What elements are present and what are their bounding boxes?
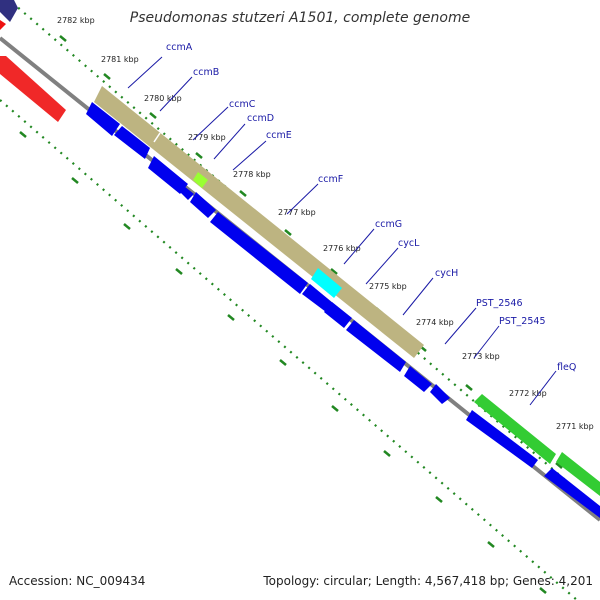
gene-label[interactable]: PST_2545 — [499, 316, 546, 327]
tick-track-lower — [0, 99, 579, 600]
gene-label[interactable]: ccmE — [266, 130, 292, 141]
tick-label: 2773 kbp — [462, 352, 500, 361]
gene-label[interactable]: ccmA — [166, 42, 193, 53]
tick-label: 2777 kbp — [278, 208, 316, 217]
tick-label: 2776 kbp — [323, 244, 361, 253]
tick-label: 2778 kbp — [233, 170, 271, 179]
cds-arrows — [86, 102, 600, 518]
tick-label: 2771 kbp — [556, 422, 594, 431]
gene-label[interactable]: ccmF — [318, 174, 343, 185]
tick-label: 2779 kbp — [188, 133, 226, 142]
tick-label: 2782 kbp — [57, 16, 95, 25]
gene-label[interactable]: ccmB — [193, 67, 219, 78]
gene-label[interactable]: fleQ — [557, 362, 576, 373]
gene-label[interactable]: ccmC — [229, 99, 256, 110]
gene-label[interactable]: cycH — [435, 268, 458, 279]
tick-label: 2781 kbp — [101, 55, 139, 64]
tick-label: 2775 kbp — [369, 282, 407, 291]
accession-text: Accession: NC_009434 — [9, 574, 145, 588]
tick-labels: 2782 kbp 2781 kbp 2780 kbp 2779 kbp 2778… — [57, 16, 594, 431]
tick-label: 2774 kbp — [416, 318, 454, 327]
operon-bar — [94, 86, 424, 358]
gene-label[interactable]: ccmD — [247, 113, 274, 124]
gene-label[interactable]: PST_2546 — [476, 298, 523, 309]
gene-label[interactable]: cycL — [398, 238, 420, 249]
gene-labels: ccmA ccmB ccmC ccmD ccmE ccmF ccmG cycL … — [166, 42, 576, 373]
map-title: Pseudomonas stutzeri A1501, complete gen… — [130, 10, 470, 26]
tick-label: 2772 kbp — [509, 389, 547, 398]
green-features — [474, 394, 600, 496]
partial-features — [0, 0, 66, 122]
topology-text: Topology: circular; Length: 4,567,418 bp… — [262, 574, 593, 588]
gene-label[interactable]: ccmG — [375, 219, 402, 230]
tick-label: 2780 kbp — [144, 94, 182, 103]
gene-leader-lines — [127, 56, 557, 406]
